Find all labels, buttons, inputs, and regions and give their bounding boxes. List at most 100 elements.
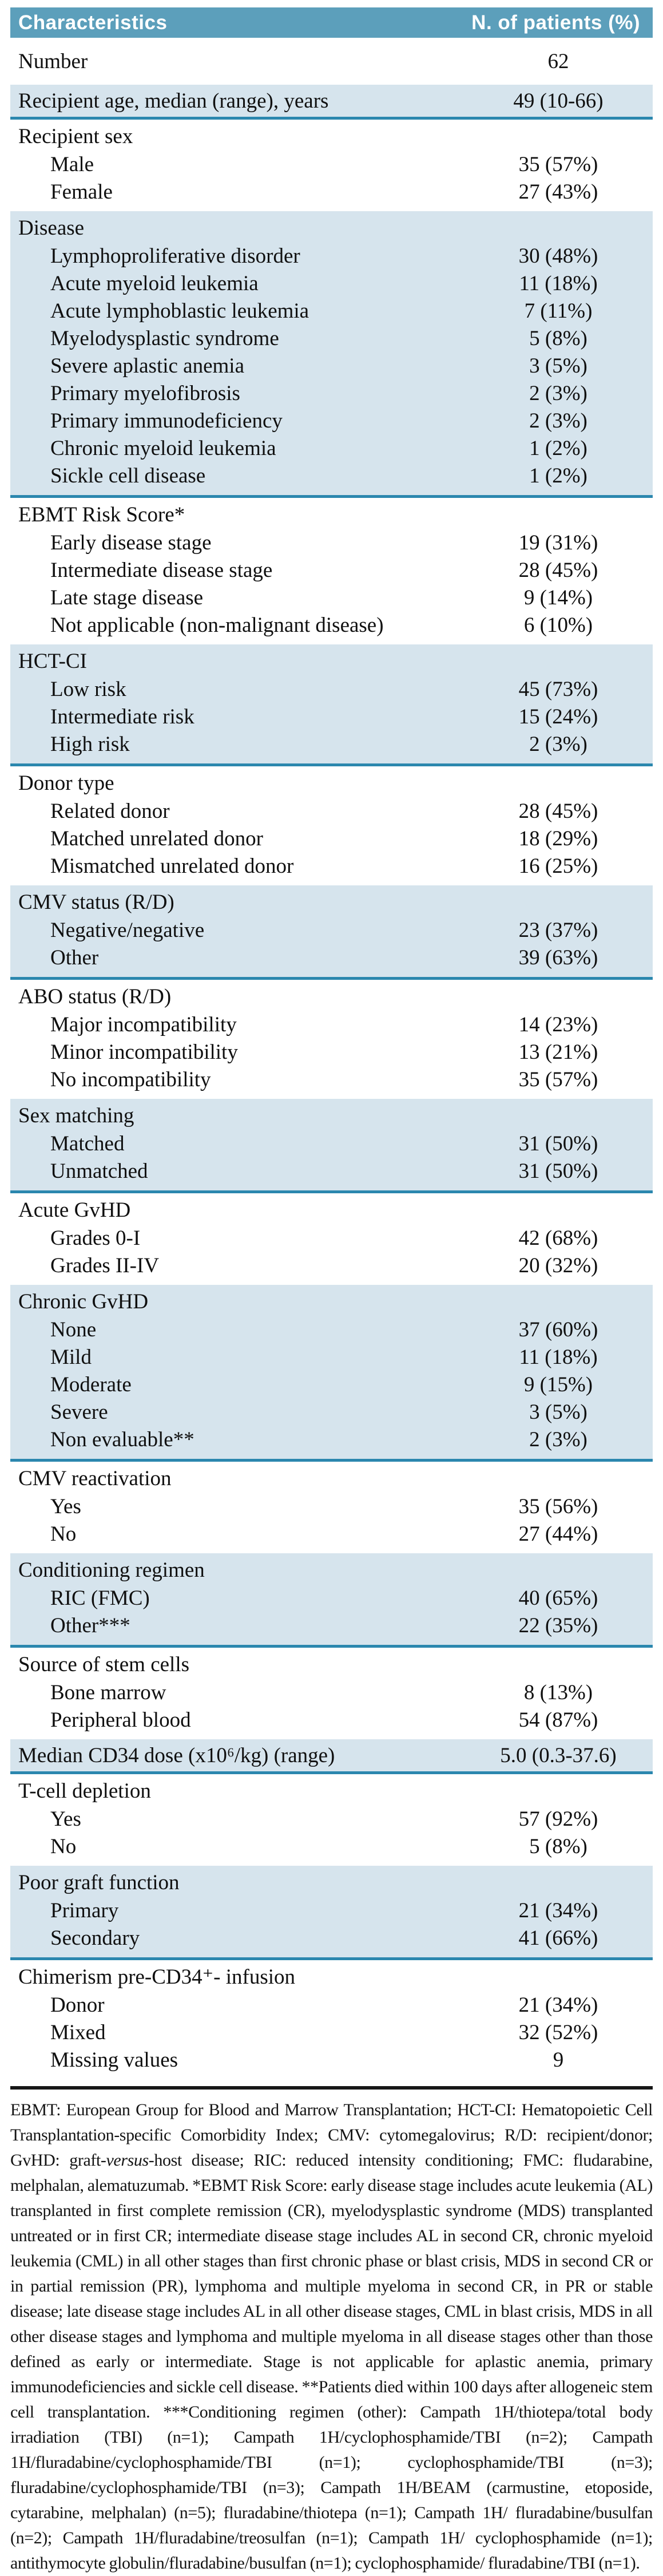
table-section: Median CD34 dose (x10⁶/kg) (range) 5.0 (0… xyxy=(10,1739,653,1771)
table-row: Matched 31 (50%) xyxy=(10,1130,653,1157)
table-row: RIC (FMC) 40 (65%) xyxy=(10,1584,653,1612)
row-value: 39 (63%) xyxy=(518,945,598,970)
row-label: Matched unrelated donor xyxy=(50,826,263,850)
row-value: 19 (31%) xyxy=(518,531,598,555)
table-section: ABO status (R/D) Major incompatibility 14 … xyxy=(10,980,653,1099)
table-row: Other 39 (63%) xyxy=(10,944,653,971)
row-value: 28 (45%) xyxy=(518,799,598,823)
table-row: Disease xyxy=(10,213,653,242)
row-value: 5.0 (0.3-37.6) xyxy=(500,1743,617,1767)
table-row: CMV status (R/D) xyxy=(10,888,653,916)
table-section: Number 62 xyxy=(10,38,653,85)
table-section: Poor graft function Primary 21 (34%) Second… xyxy=(10,1866,653,1957)
header-n-of-patients: N. of patients (%) xyxy=(471,11,640,34)
row-label: Recipient sex xyxy=(18,124,133,148)
table-row: Intermediate disease stage 28 (45%) xyxy=(10,556,653,584)
row-label: High risk xyxy=(50,732,130,756)
table-row: Median CD34 dose (x10⁶/kg) (range) 5.0 (0… xyxy=(10,1742,653,1769)
row-value: 9 (14%) xyxy=(523,585,593,610)
row-label: Chronic GvHD xyxy=(18,1289,149,1313)
row-label: Not applicable (non-malignant disease) xyxy=(50,613,384,637)
row-label: Negative/negative xyxy=(50,918,205,942)
section-rule xyxy=(10,1771,653,1774)
row-label: Recipient age, median (range), years xyxy=(18,89,329,113)
table-section: Recipient age, median (range), years 49 (… xyxy=(10,85,653,117)
row-label: Mild xyxy=(50,1345,92,1369)
table-section: HCT-CI Low risk 45 (73%) Intermediate risk 1… xyxy=(10,644,653,763)
row-value: 32 (52%) xyxy=(518,2020,598,2044)
row-value: 2 (3%) xyxy=(529,732,587,756)
table-row: HCT-CI xyxy=(10,647,653,675)
section-rule xyxy=(10,495,653,498)
table-row: Number 62 xyxy=(10,48,653,75)
row-value: 16 (25%) xyxy=(518,854,598,878)
table-row: No 5 (8%) xyxy=(10,1833,653,1860)
table-row: Chronic myeloid leukemia 1 (2%) xyxy=(10,434,653,462)
header-characteristics: Characteristics xyxy=(18,11,168,34)
table-row: Other*** 22 (35%) xyxy=(10,1612,653,1639)
row-label: Primary myelofibrosis xyxy=(50,381,240,405)
table-row: Source of stem cells xyxy=(10,1650,653,1679)
row-label: CMV status (R/D) xyxy=(18,890,174,914)
table-row: Lymphoproliferative disorder 30 (48%) xyxy=(10,242,653,270)
row-label: Unmatched xyxy=(50,1159,148,1183)
footnote-italic-segment: versus xyxy=(106,2151,149,2170)
row-label: Other xyxy=(50,945,99,970)
row-label: Female xyxy=(50,180,113,204)
table-row: Related donor 28 (45%) xyxy=(10,797,653,825)
table-section: Disease Lymphoproliferative disorder 30 (4… xyxy=(10,211,653,495)
footnote-text: EBMT: European Group for Blood and Marro… xyxy=(10,2098,653,2576)
row-label: No incompatibility xyxy=(50,1067,211,1091)
row-label: T-cell depletion xyxy=(18,1779,151,1803)
table-section: CMV reactivation Yes 35 (56%) No 27 (44%) xyxy=(10,1462,653,1553)
row-value: 11 (18%) xyxy=(519,271,598,295)
table-row: Mixed 32 (52%) xyxy=(10,2019,653,2046)
table-row: Grades II-IV 20 (32%) xyxy=(10,1252,653,1279)
row-value: 2 (3%) xyxy=(529,381,587,405)
table-section: Donor type Related donor 28 (45%) Matched u… xyxy=(10,766,653,885)
row-value: 49 (10-66) xyxy=(513,89,604,113)
row-label: Moderate xyxy=(50,1372,132,1396)
row-label: Conditioning regimen xyxy=(18,1558,205,1582)
table-row: Matched unrelated donor 18 (29%) xyxy=(10,825,653,852)
table-section: Chimerism pre-CD34⁺- infusion Donor 21 (34… xyxy=(10,1960,653,2079)
row-value: 14 (23%) xyxy=(518,1012,598,1036)
table-row: Yes 57 (92%) xyxy=(10,1805,653,1833)
table-row: Chimerism pre-CD34⁺- infusion xyxy=(10,1962,653,1991)
table-section: Chronic GvHD None 37 (60%) Mild 11 (18%) Mode… xyxy=(10,1285,653,1459)
row-value: 57 (92%) xyxy=(518,1807,598,1831)
table-row: Poor graft function xyxy=(10,1868,653,1897)
row-value: 5 (8%) xyxy=(529,326,587,350)
row-label: Lymphoproliferative disorder xyxy=(50,244,300,268)
row-value: 2 (3%) xyxy=(529,1427,587,1451)
row-value: 13 (21%) xyxy=(518,1040,598,1064)
row-label: Intermediate disease stage xyxy=(50,558,273,582)
table-row: Primary 21 (34%) xyxy=(10,1897,653,1924)
table-row: Primary myelofibrosis 2 (3%) xyxy=(10,379,653,407)
table-row: No incompatibility 35 (57%) xyxy=(10,1066,653,1093)
row-value: 62 xyxy=(547,49,569,73)
row-value: 9 (15%) xyxy=(523,1372,593,1396)
table-row: T-cell depletion xyxy=(10,1776,653,1805)
section-rule xyxy=(10,117,653,120)
row-label: Myelodysplastic syndrome xyxy=(50,326,279,350)
row-value: 2 (3%) xyxy=(529,409,587,433)
table-section: T-cell depletion Yes 57 (92%) No 5 (8%) xyxy=(10,1774,653,1866)
row-value: 6 (10%) xyxy=(523,613,593,637)
table-row: Mismatched unrelated donor 16 (25%) xyxy=(10,852,653,880)
table-section: Acute GvHD Grades 0-I 42 (68%) Grades II-IV… xyxy=(10,1193,653,1285)
table-row: ABO status (R/D) xyxy=(10,982,653,1011)
row-value: 41 (66%) xyxy=(518,1926,598,1950)
row-label: Matched xyxy=(50,1131,125,1156)
row-value: 22 (35%) xyxy=(518,1613,598,1637)
row-label: Severe xyxy=(50,1400,108,1424)
row-label: Sex matching xyxy=(18,1103,134,1127)
table-section: Source of stem cells Bone marrow 8 (13%) Pe… xyxy=(10,1648,653,1739)
table-row: Negative/negative 23 (37%) xyxy=(10,916,653,944)
row-label: Number xyxy=(18,49,88,73)
table-row: Yes 35 (56%) xyxy=(10,1493,653,1520)
row-label: Median CD34 dose (x10⁶/kg) (range) xyxy=(18,1743,335,1767)
table-row: Moderate 9 (15%) xyxy=(10,1371,653,1398)
table-row: Intermediate risk 15 (24%) xyxy=(10,703,653,730)
table-row: Recipient age, median (range), years 49 (… xyxy=(10,87,653,114)
